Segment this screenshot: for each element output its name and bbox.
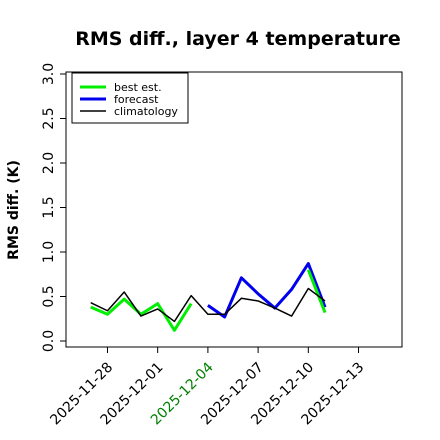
legend-label: climatology [114, 105, 178, 118]
series-line-forecast [207, 262, 327, 319]
y-tick-label: 3.0 [41, 63, 57, 85]
series-layer [90, 262, 327, 332]
y-tick-label: 2.5 [41, 107, 57, 129]
series-line-climatology [90, 287, 326, 323]
chart-title: RMS diff., layer 4 temperature [75, 28, 401, 50]
y-tick-label: 1.0 [41, 241, 57, 263]
y-axis-label: RMS diff. (K) [6, 160, 22, 260]
legend-label: forecast [114, 93, 159, 106]
y-tick-label: 0.0 [41, 330, 57, 352]
x-axis: 2025-11-282025-12-012025-12-042025-12-07… [47, 346, 367, 428]
y-tick-label: 1.5 [41, 196, 57, 218]
series-line-best-est-segment [306, 269, 327, 314]
series-line-best-est [90, 297, 193, 332]
y-tick-label: 2.0 [41, 152, 57, 174]
y-axis: 0.0 0.5 1.0 1.5 2.0 2.5 3.0 [41, 63, 67, 352]
y-tick-label: 0.5 [41, 285, 57, 307]
legend-label: best est. [114, 81, 162, 94]
